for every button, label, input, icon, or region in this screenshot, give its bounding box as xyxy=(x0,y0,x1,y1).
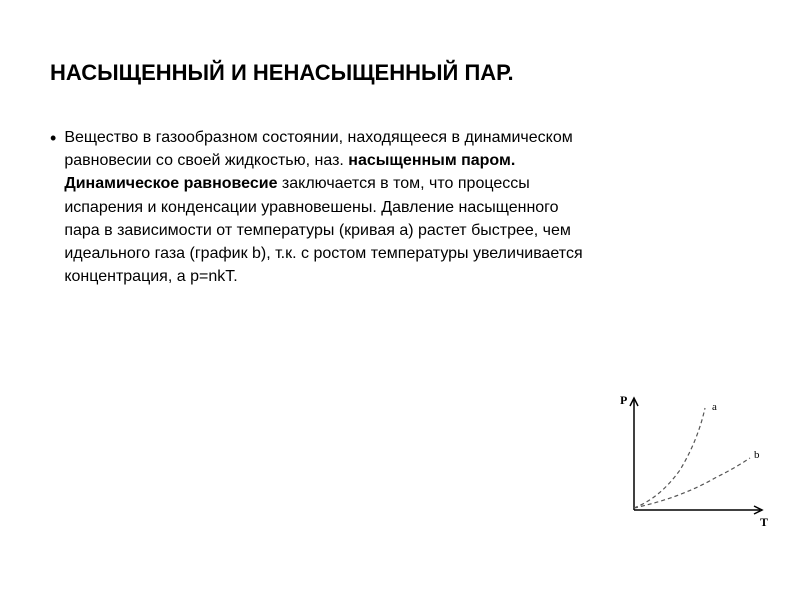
curve-b xyxy=(634,458,750,508)
slide: НАСЫЩЕННЫЙ И НЕНАСЫЩЕННЫЙ ПАР. • Веществ… xyxy=(0,0,800,600)
x-axis-label: T xyxy=(760,515,768,529)
curve-b-label: b xyxy=(754,449,760,461)
curve-a-label: a xyxy=(712,401,717,413)
curve-a xyxy=(634,408,705,508)
slide-title: НАСЫЩЕННЫЙ И НЕНАСЫЩЕННЫЙ ПАР. xyxy=(40,60,760,86)
bullet-item: • Вещество в газообразном состоянии, нах… xyxy=(40,126,760,288)
pressure-temperature-graph: P T a b xyxy=(610,390,770,530)
y-axis-label: P xyxy=(620,393,627,407)
bullet-marker: • xyxy=(50,126,56,150)
body-paragraph: Вещество в газообразном состоянии, наход… xyxy=(64,126,590,288)
